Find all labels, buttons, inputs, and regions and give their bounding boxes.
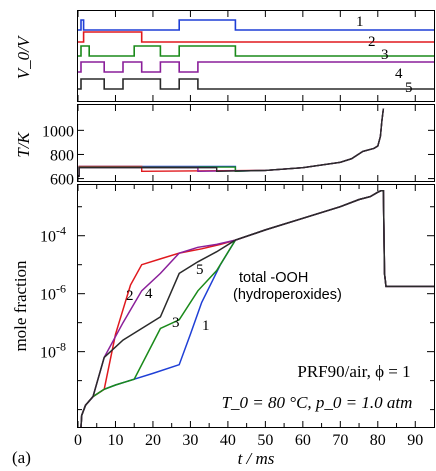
middle-y-tick-label: 800 (50, 147, 74, 164)
panel-label: (a) (12, 448, 31, 467)
conditions-annotation: T_0 = 80 °C, p_0 = 1.0 atm (222, 393, 413, 412)
top-series-5 (78, 78, 434, 90)
x-tick-label: 40 (220, 432, 236, 449)
bottom-panel-frame (77, 184, 435, 428)
bottom-y-tick-label: 10-6 (40, 282, 66, 304)
top-panel-series (78, 19, 434, 90)
x-tick-label: 50 (257, 432, 273, 449)
middle-y-ticks: 600 800 1000 (42, 123, 434, 189)
x-tick-label: 0 (74, 432, 82, 449)
bottom-y-tick-label: 10-4 (40, 224, 66, 246)
x-ticks: 0 10 20 30 40 50 60 70 80 90 (74, 11, 423, 449)
bottom-series-3 (80, 190, 434, 428)
bottom-series-label-4: 4 (145, 286, 153, 302)
total-ooh-annotation: total -OOH (hydroperoxides) (233, 270, 342, 303)
bottom-series-5 (80, 190, 434, 428)
x-tick-label: 80 (370, 432, 386, 449)
x-tick-label: 90 (407, 432, 423, 449)
top-y-axis-label: V_0/V (14, 34, 33, 79)
middle-panel-series (78, 108, 385, 177)
x-tick-label: 70 (332, 432, 348, 449)
bottom-panel-series (80, 190, 434, 428)
top-series-3 (78, 45, 434, 57)
top-series-label-2: 2 (368, 34, 376, 50)
bottom-series-label-1: 1 (202, 318, 210, 334)
middle-y-axis-label: T/K (14, 131, 33, 158)
top-series-label-1: 1 (356, 14, 364, 30)
middle-y-tick-label: 600 (50, 172, 74, 189)
top-series-label-3: 3 (381, 47, 389, 63)
middle-y-tick-label: 1000 (42, 123, 74, 140)
bottom-y-tick-label: 10-8 (40, 340, 66, 362)
top-series-1 (78, 19, 434, 31)
top-series-4 (78, 61, 434, 73)
x-tick-label: 10 (107, 432, 123, 449)
bottom-series-4 (80, 190, 434, 428)
mixture-annotation: PRF90/air, ϕ = 1 (297, 362, 410, 381)
x-tick-label: 60 (295, 432, 311, 449)
top-series-2 (78, 31, 434, 43)
x-axis-label: t / ms (238, 449, 275, 468)
bottom-y-ticks: 10-4 10-6 10-8 (40, 206, 434, 411)
bottom-panel-series-labels: 1 2 3 4 5 (126, 262, 210, 334)
middle-panel-frame (77, 104, 435, 182)
bottom-series-label-3: 3 (172, 315, 180, 331)
top-series-label-4: 4 (395, 66, 403, 82)
bottom-y-axis-label: mole fraction (11, 260, 30, 352)
bottom-series-2 (80, 190, 434, 428)
middle-series-5 (78, 108, 385, 177)
x-tick-label: 30 (182, 432, 198, 449)
bottom-series-label-2: 2 (126, 288, 134, 304)
top-series-label-5: 5 (405, 80, 413, 96)
x-tick-label: 20 (145, 432, 161, 449)
top-panel-frame (77, 10, 435, 102)
bottom-series-1 (80, 190, 434, 428)
bottom-series-label-5: 5 (196, 262, 204, 278)
